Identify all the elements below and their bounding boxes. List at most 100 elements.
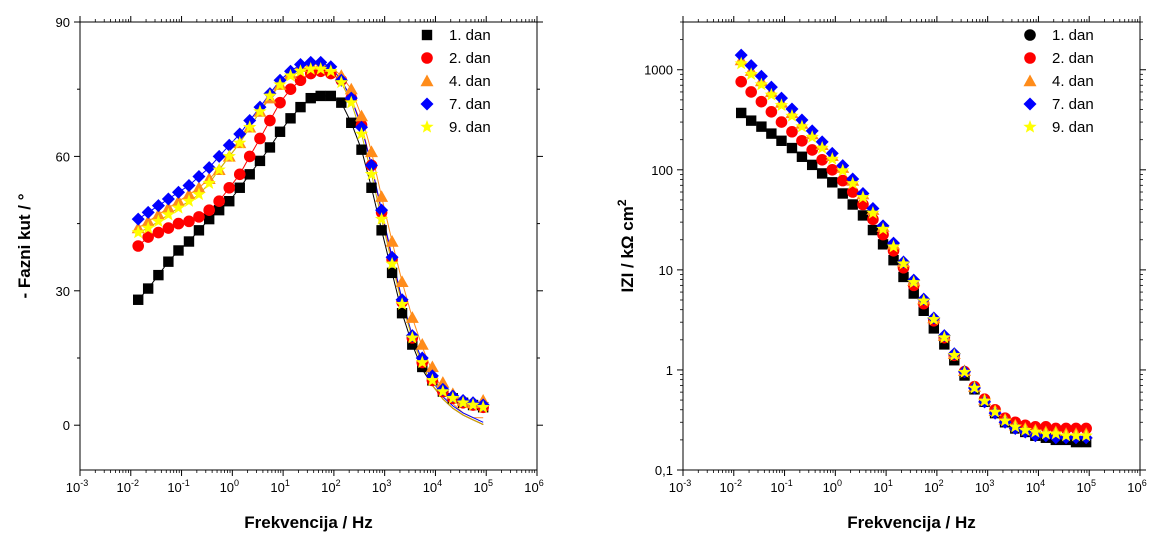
x-axis-title: Frekvencija / Hz (847, 513, 976, 532)
data-point (436, 384, 450, 398)
data-point (263, 88, 277, 102)
data-point (203, 213, 215, 225)
data-point (1018, 423, 1032, 436)
data-point (171, 200, 186, 214)
data-point (446, 391, 460, 404)
data-point (908, 288, 919, 299)
data-point (366, 182, 377, 193)
data-point (918, 305, 929, 316)
data-point (334, 75, 348, 89)
data-point (957, 365, 972, 378)
data-point (967, 380, 982, 394)
data-point (163, 256, 174, 267)
data-point (183, 215, 195, 228)
data-point (264, 114, 276, 127)
x-tick-label: 10-2 (720, 478, 742, 495)
data-point (1079, 428, 1093, 442)
x-tick-label: 10-3 (669, 478, 691, 495)
data-point (939, 339, 950, 350)
data-point (806, 144, 818, 156)
data-point (171, 185, 185, 199)
data-point (153, 269, 164, 281)
data-point (947, 348, 961, 361)
data-point (274, 96, 286, 109)
data-point (173, 245, 184, 256)
data-point (827, 177, 838, 188)
data-point (162, 222, 175, 234)
data-point (364, 145, 378, 158)
data-point (253, 104, 267, 118)
data-point (274, 126, 286, 137)
data-point (193, 225, 205, 236)
legend-label-5: 9. dan (1052, 119, 1094, 136)
series-1 (132, 90, 489, 413)
data-point (243, 150, 256, 163)
legend-marker-3 (420, 74, 434, 87)
data-point (183, 236, 195, 247)
data-point (396, 308, 408, 319)
data-point (735, 107, 747, 119)
data-point (131, 225, 145, 239)
legend-label-1: 1. dan (1052, 27, 1094, 44)
y-tick-label: 100 (651, 163, 673, 178)
legend-label-1: 1. dan (449, 27, 491, 44)
data-point (927, 312, 941, 326)
legend-marker-3 (1023, 74, 1037, 87)
series-3 (131, 58, 490, 408)
phase-angle-chart: 10-3 10-2 10-1 100 101 102 103 104 105 106 0 30 60 90… (15, 15, 544, 532)
data-point (456, 395, 470, 409)
data-point (898, 271, 909, 283)
data-point (233, 127, 247, 141)
data-point (151, 208, 165, 220)
series-4 (131, 55, 490, 412)
data-point (928, 323, 940, 334)
legend-marker-2 (1024, 52, 1036, 64)
data-point (151, 199, 165, 213)
data-point (141, 214, 155, 227)
data-point (1008, 419, 1022, 433)
data-point (886, 239, 901, 253)
data-point (744, 67, 758, 81)
data-point (856, 190, 870, 204)
data-point (764, 87, 779, 101)
data-point (774, 98, 789, 112)
data-point (765, 105, 778, 118)
data-point (222, 138, 236, 152)
x-tick-label: 101 (270, 478, 289, 495)
data-point (466, 398, 480, 411)
data-point (243, 120, 257, 133)
data-point (131, 212, 145, 226)
x-axis-title: Frekvencija / Hz (244, 513, 373, 532)
data-point (988, 404, 1002, 418)
y-tick-label: 90 (56, 15, 70, 30)
data-point (917, 293, 931, 307)
y-tick-label: 10 (659, 263, 673, 278)
legend-marker-1 (1024, 29, 1036, 41)
legend-marker-1 (421, 29, 433, 41)
data-point (744, 59, 758, 73)
data-point (756, 121, 767, 132)
data-point (774, 91, 788, 105)
data-point (344, 95, 358, 109)
data-point (734, 48, 748, 62)
x-tick-label: 106 (524, 478, 543, 495)
data-point (1049, 431, 1063, 445)
data-point (386, 267, 398, 279)
data-point (1049, 426, 1063, 440)
data-point (395, 297, 409, 310)
data-point (745, 115, 757, 126)
data-point (786, 142, 798, 154)
data-point (785, 108, 799, 122)
data-point (132, 240, 144, 252)
data-point (806, 159, 818, 171)
data-point (826, 164, 839, 176)
x-tick-label: 101 (873, 478, 892, 495)
x-tick-label: 10-1 (167, 478, 189, 495)
data-point (1059, 428, 1073, 442)
data-point (152, 226, 165, 239)
data-point (805, 130, 819, 143)
data-point (356, 144, 367, 155)
data-point (436, 376, 450, 388)
data-point (305, 92, 316, 104)
data-point (815, 141, 829, 154)
